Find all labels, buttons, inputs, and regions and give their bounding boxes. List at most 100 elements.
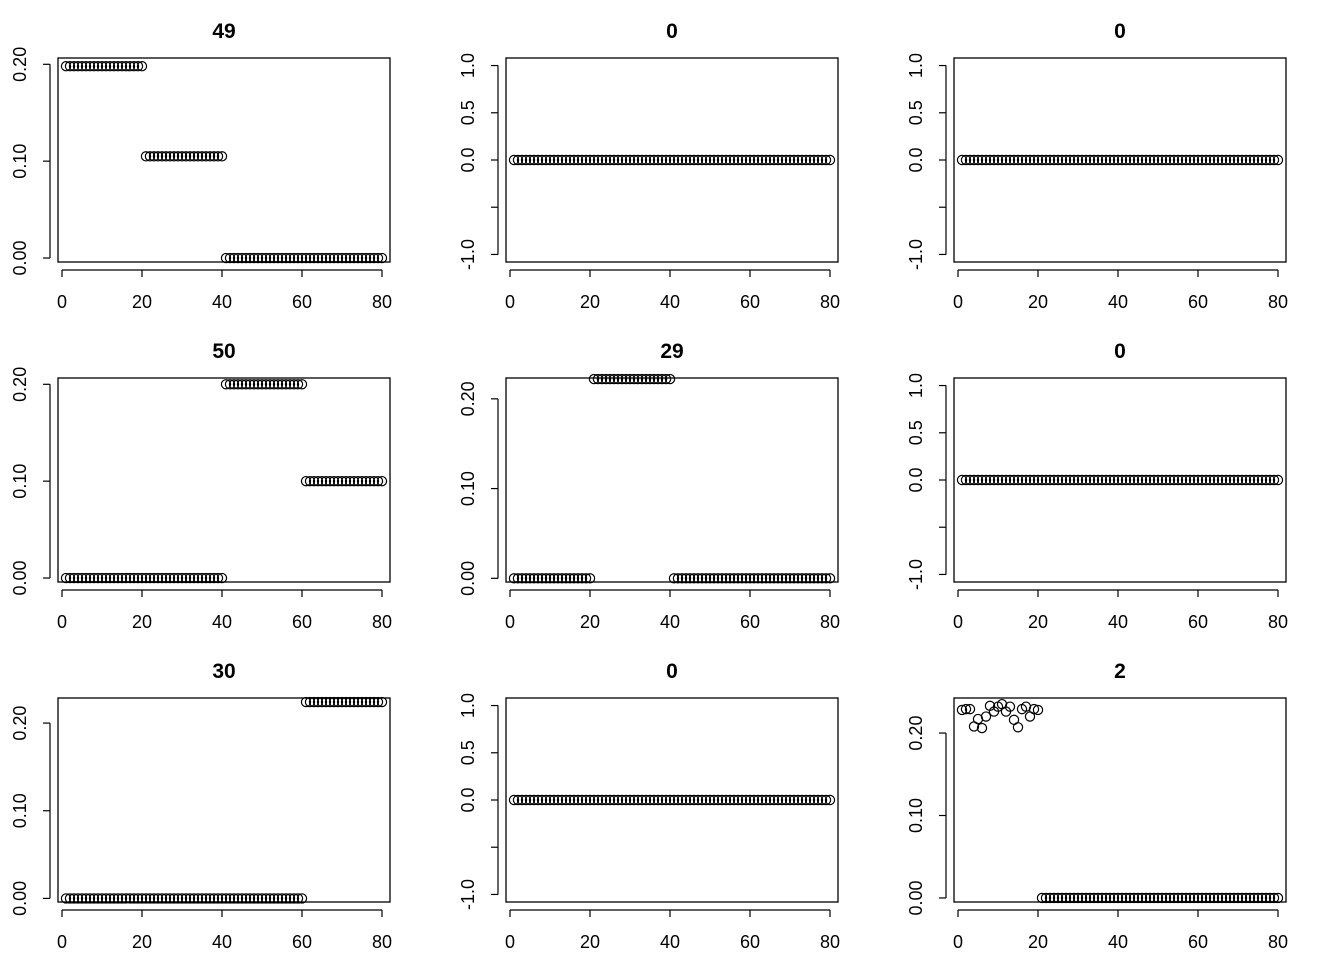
data-point (1112, 892, 1124, 904)
data-point (80, 893, 92, 904)
data-point (188, 893, 200, 904)
data-point (1028, 154, 1040, 166)
data-point (568, 573, 580, 584)
data-point (528, 573, 540, 584)
data-point (160, 151, 172, 162)
x-tick-label: 60 (740, 932, 760, 952)
x-tick-label: 20 (1028, 612, 1048, 632)
data-point (540, 154, 552, 166)
data-point (1084, 474, 1096, 486)
data-point (1216, 474, 1228, 486)
x-tick-label: 40 (212, 612, 232, 632)
data-point (824, 573, 836, 584)
data-point (1076, 892, 1088, 904)
data-point (168, 893, 180, 904)
data-point (752, 573, 764, 584)
data-point (1120, 892, 1132, 904)
data-point (772, 794, 784, 806)
data-point (68, 572, 80, 584)
data-point (1096, 474, 1108, 486)
data-point (740, 573, 752, 584)
data-point (548, 794, 560, 806)
data-point (596, 154, 608, 166)
data-point (1156, 892, 1168, 904)
data-point (240, 252, 252, 264)
data-point (760, 154, 772, 166)
data-point (612, 373, 624, 385)
data-point (724, 154, 736, 166)
data-point (816, 794, 828, 806)
data-point (800, 154, 812, 166)
data-point (964, 703, 976, 715)
data-point (1272, 892, 1284, 904)
data-point (228, 379, 240, 390)
data-point (580, 794, 592, 806)
x-tick-label: 40 (212, 292, 232, 312)
data-point (824, 794, 836, 806)
data-point (688, 154, 700, 166)
data-point (680, 794, 692, 806)
data-point (532, 154, 544, 166)
data-point (92, 893, 104, 904)
data-point (976, 474, 988, 486)
data-point (524, 794, 536, 806)
data-point (196, 151, 208, 162)
data-point (672, 794, 684, 806)
data-point (668, 794, 680, 806)
panel-title: 29 (660, 340, 683, 363)
data-point (640, 373, 652, 385)
data-point (608, 154, 620, 166)
y-tick-label: 0.5 (458, 100, 478, 125)
data-point (720, 573, 732, 584)
y-tick-label: -1.0 (906, 239, 926, 270)
data-point (364, 475, 376, 487)
data-point (756, 794, 768, 806)
data-point (148, 151, 160, 162)
data-point (252, 379, 264, 390)
data-point (72, 572, 84, 584)
data-point (568, 154, 580, 166)
data-point (808, 573, 820, 584)
data-point (152, 893, 164, 904)
y-tick-label: -1.0 (458, 239, 478, 270)
data-point (148, 893, 160, 904)
data-point (240, 893, 252, 904)
data-point (1136, 892, 1148, 904)
data-point (636, 154, 648, 166)
data-point (544, 573, 556, 584)
data-point (1268, 474, 1280, 486)
data-point (988, 474, 1000, 486)
data-point (1172, 892, 1184, 904)
data-point (1156, 154, 1168, 166)
data-point (1124, 474, 1136, 486)
data-point (324, 696, 336, 708)
data-point (132, 572, 144, 584)
data-point (692, 573, 704, 584)
data-point (660, 373, 672, 385)
data-point (304, 252, 316, 264)
x-tick-label: 40 (1108, 292, 1128, 312)
data-point (752, 154, 764, 166)
data-point (280, 379, 292, 390)
data-point (756, 154, 768, 166)
data-point (804, 573, 816, 584)
data-point (976, 722, 988, 734)
data-point (1108, 892, 1120, 904)
data-point (612, 154, 624, 166)
data-point (212, 151, 224, 162)
data-point (740, 154, 752, 166)
data-point (804, 794, 816, 806)
data-point (1072, 892, 1084, 904)
data-point (1100, 154, 1112, 166)
data-point (360, 252, 372, 264)
panel-4: 50 0 20 40 60 80 0.00 0.10 0.20 (10, 340, 392, 632)
data-point (784, 573, 796, 584)
data-point (248, 893, 260, 904)
x-tick-label: 40 (660, 612, 680, 632)
data-point (320, 475, 332, 487)
x-tick-label: 80 (820, 292, 840, 312)
y-tick-label: 0.20 (458, 381, 478, 416)
data-point (1240, 892, 1252, 904)
data-point (304, 475, 316, 487)
